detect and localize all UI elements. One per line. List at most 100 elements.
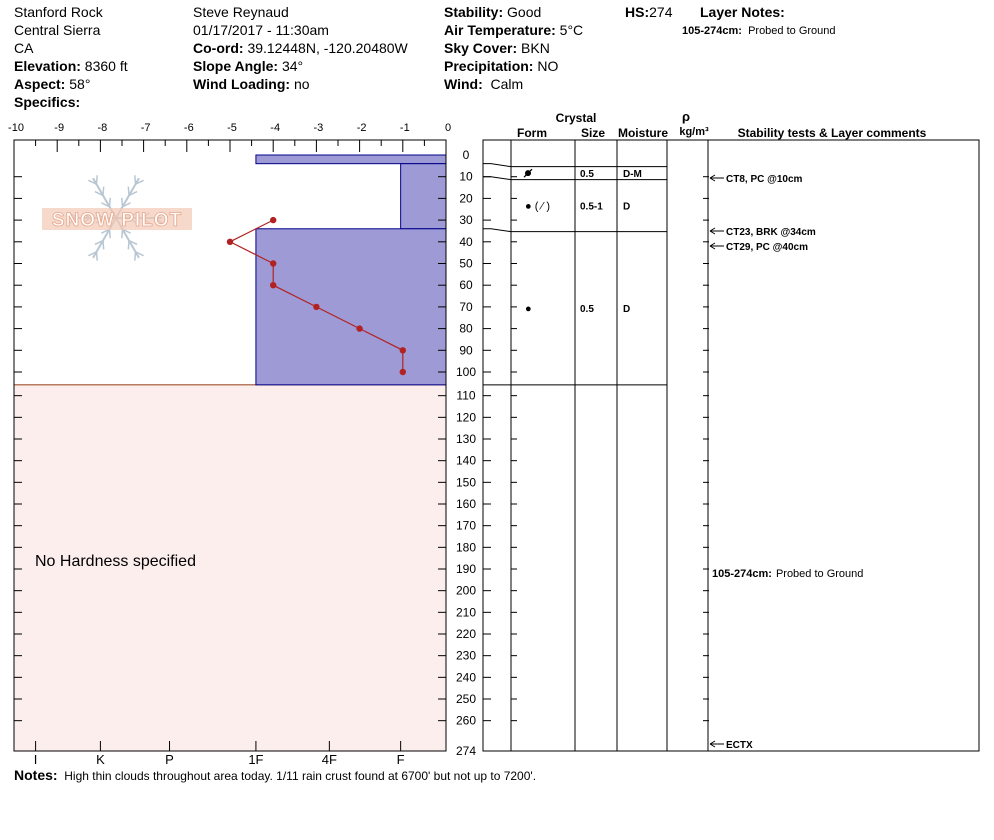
temperature-tick-label: -4 — [270, 122, 280, 134]
aspect: Aspect: 58° — [14, 75, 90, 93]
snowflake-icon — [121, 197, 124, 207]
aspect-label: Aspect: — [14, 76, 66, 92]
layer-note: 105-274cm: Probed to Ground — [682, 24, 836, 38]
stability-arrowhead — [709, 227, 716, 235]
hardness-tick-label: 4F — [322, 752, 337, 767]
moisture-header: Moisture — [618, 126, 668, 140]
wind-value: Calm — [490, 76, 524, 92]
grain-form: ● — [525, 303, 532, 315]
depth-tick-label: 260 — [456, 714, 476, 728]
stability-arrowhead — [709, 242, 716, 250]
snow-height: HS:274 — [625, 3, 672, 21]
depth-tick-label: 250 — [456, 692, 476, 706]
snowflake-icon — [127, 186, 130, 196]
temperature-tick-label: -8 — [98, 122, 108, 134]
hardness-tick-label: K — [96, 752, 105, 767]
snowflake-icon — [135, 251, 144, 257]
size-header: Size — [581, 126, 605, 140]
sky-label: Sky Cover: — [444, 40, 518, 56]
notes-label: Notes: — [14, 767, 58, 783]
depth-tick-label: 10 — [459, 170, 473, 184]
temperature-tick-label: 0 — [445, 122, 451, 134]
elevation-label: Elevation: — [14, 58, 81, 74]
hardness-tick-label: F — [397, 752, 405, 767]
temperature-tick-label: -1 — [400, 122, 410, 134]
grain-size: 0.5 — [580, 304, 594, 315]
snowflake-icon — [88, 251, 97, 257]
observer-name: Steve Reynaud — [193, 4, 289, 20]
aspect-value: 58° — [69, 76, 91, 92]
temperature-point — [399, 368, 406, 376]
coord-label: Co-ord: — [193, 40, 244, 56]
notes: Notes: High thin clouds throughout area … — [14, 766, 536, 785]
depth-tick-label: 120 — [456, 410, 476, 424]
depth-tick-label: 80 — [459, 322, 473, 336]
no-hardness-label: No Hardness specified — [35, 553, 196, 570]
sky-value: BKN — [521, 40, 550, 56]
depth-tick-label: 130 — [456, 432, 476, 446]
density-symbol: ρ — [682, 109, 690, 124]
hardness-tick-label: P — [165, 752, 174, 767]
snowflake-icon — [94, 190, 104, 197]
depth-tick-label: 50 — [459, 257, 473, 271]
layer-note-text: Probed to Ground — [748, 25, 836, 37]
hardness-bar — [255, 154, 447, 165]
layer-comment-range: 105-274cm: — [712, 568, 772, 580]
temperature-tick-label: -9 — [54, 122, 64, 134]
hs-label: HS: — [625, 4, 650, 20]
depth-tick-label: 70 — [459, 300, 473, 314]
stability-test-label: CT29, PC @40cm — [726, 242, 808, 253]
precip-value: NO — [537, 58, 559, 74]
depth-tick-label: 40 — [459, 235, 473, 249]
grain-size: 0.5 — [580, 169, 594, 180]
stability-test-label: ECTX — [726, 740, 753, 751]
temperature-tick-label: -5 — [227, 122, 237, 134]
snowflake-icon — [135, 179, 144, 185]
depth-tick-label: 210 — [456, 605, 476, 619]
depth-tick-label: 220 — [456, 627, 476, 641]
temperature-line — [228, 219, 404, 372]
layer-connector — [483, 228, 512, 233]
layer-moisture: D — [623, 202, 630, 213]
depth-tick-label: 100 — [456, 365, 476, 379]
slope-label: Slope Angle: — [193, 58, 279, 74]
stability-arrowhead — [709, 740, 716, 748]
sky-cover: Sky Cover: BKN — [444, 39, 550, 57]
specifics-label: Specifics: — [14, 94, 81, 110]
logo-band — [42, 208, 192, 230]
slope-angle: Slope Angle: 34° — [193, 57, 303, 75]
layer-connector — [483, 176, 512, 181]
air-temp-value: 5°C — [559, 22, 584, 38]
no-hardness-region — [14, 384, 446, 751]
elevation: Elevation: 8360 ft — [14, 57, 128, 75]
layer-note-range: 105-274cm: — [682, 25, 742, 37]
elevation-value: 8360 ft — [84, 58, 128, 74]
stability-value: Good — [507, 4, 542, 20]
depth-tick-label: 90 — [459, 343, 473, 357]
snowflake-icon — [134, 175, 137, 185]
temperature-tick-label: -10 — [8, 122, 24, 134]
hardness-bar — [255, 228, 447, 386]
layer-comment-text: Probed to Ground — [776, 568, 863, 580]
snowflake-icon — [95, 251, 98, 261]
grain-form-decomposing — [523, 168, 533, 178]
stability-label: Stability: — [444, 4, 504, 20]
air-temperature: Air Temperature: 5°C — [444, 21, 583, 39]
layer-connector — [483, 163, 512, 168]
temperature-tick-label: -7 — [141, 122, 151, 134]
layer-moisture: D — [623, 304, 630, 315]
wind: Wind: Calm — [444, 75, 523, 93]
temperature-point — [399, 347, 406, 354]
hs-value: 274 — [649, 4, 673, 20]
snowflake-icon — [101, 202, 110, 208]
snowflake-icon — [88, 179, 97, 185]
precipitation: Precipitation: NO — [444, 57, 558, 75]
stability-arrowhead — [709, 174, 716, 182]
layer-moisture: D-M — [623, 169, 642, 180]
stability-test-label: CT23, BRK @34cm — [726, 227, 816, 238]
depth-tick-label: 180 — [456, 540, 476, 554]
coord-value: 39.12448N, -120.20480W — [247, 40, 408, 56]
density-unit: kg/m³ — [679, 126, 709, 138]
depth-tick-label: 160 — [456, 497, 476, 511]
depth-tick-label: 190 — [456, 562, 476, 576]
